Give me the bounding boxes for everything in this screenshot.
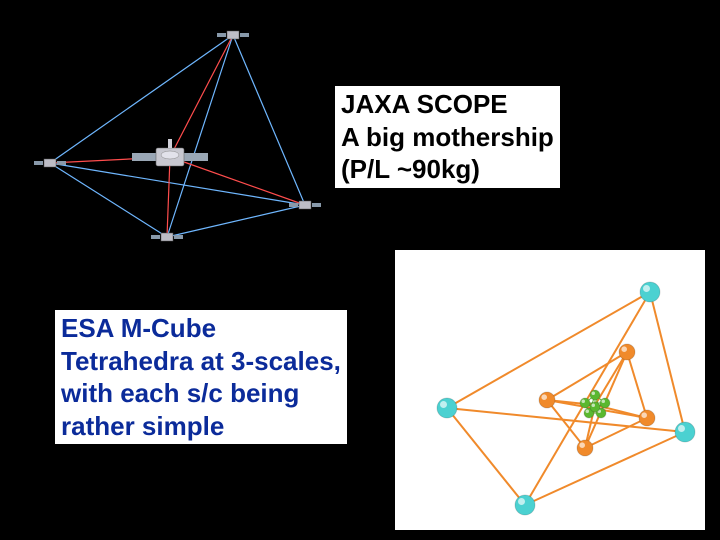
esa-line2: Tetrahedra at 3-scales,	[61, 345, 341, 378]
jaxa-line2: A big mothership	[341, 121, 554, 154]
esa-mcube-diagram	[395, 250, 705, 530]
esa-text-block: ESA M-Cube Tetrahedra at 3-scales, with …	[55, 310, 347, 444]
jaxa-text-block: JAXA SCOPE A big mothership (P/L ~90kg)	[335, 86, 560, 188]
esa-mcube-svg	[395, 250, 705, 530]
jaxa-line3: (P/L ~90kg)	[341, 153, 554, 186]
esa-line3: with each s/c being	[61, 377, 341, 410]
esa-line4: rather simple	[61, 410, 341, 443]
jaxa-scope-diagram	[5, 5, 335, 255]
jaxa-line1: JAXA SCOPE	[341, 88, 554, 121]
jaxa-scope-svg	[5, 5, 335, 255]
esa-line1: ESA M-Cube	[61, 312, 341, 345]
